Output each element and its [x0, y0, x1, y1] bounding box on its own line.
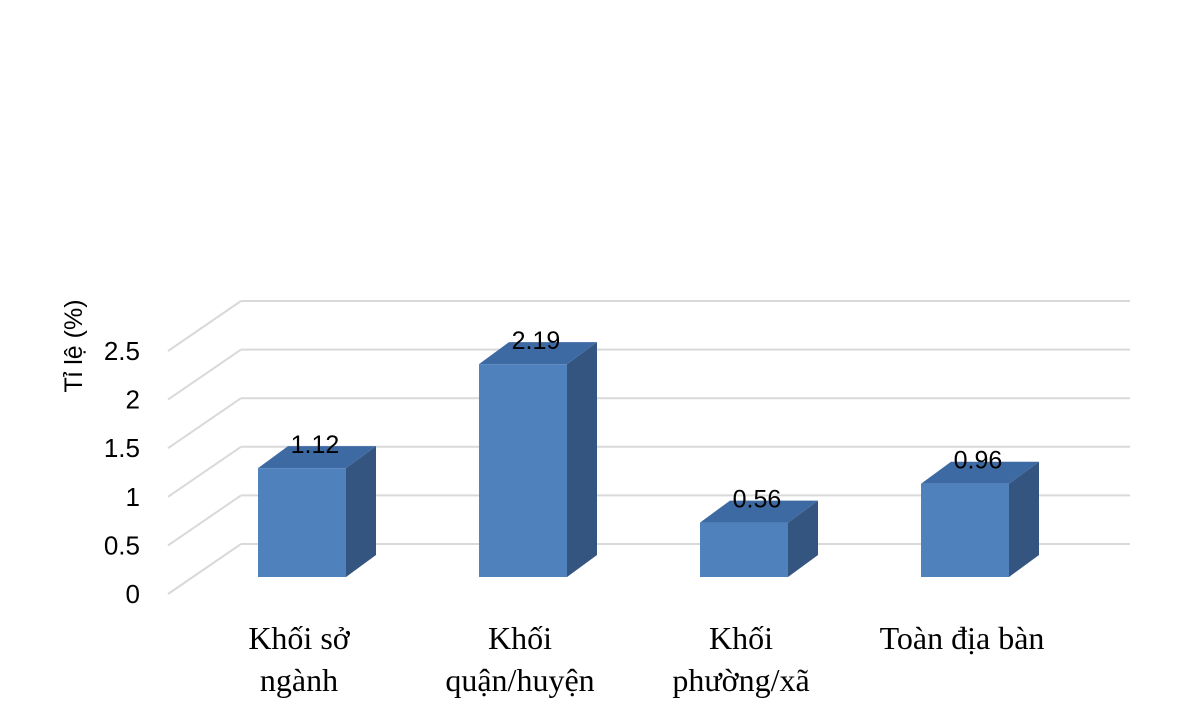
- y-tick-label: 2: [126, 385, 140, 415]
- bar-side: [1009, 461, 1039, 577]
- gridline-wall-2: [167, 445, 242, 498]
- y-tick-label: 0: [126, 579, 140, 609]
- data-label: 0.56: [733, 486, 782, 514]
- data-label: 2.19: [512, 327, 561, 355]
- bar-side: [346, 446, 376, 577]
- category-label: quận/huyện: [445, 662, 594, 698]
- gridline-wall-5: [167, 300, 242, 352]
- category-label: Toàn địa bàn: [880, 620, 1045, 656]
- bar-front: [258, 468, 346, 577]
- bar-front: [921, 483, 1009, 577]
- bar-top: [921, 461, 1039, 484]
- gridline-wall-3: [167, 397, 242, 450]
- bar-top: [700, 500, 818, 523]
- category-label: Khối: [709, 620, 773, 656]
- category-label: Khối: [488, 620, 552, 656]
- y-tick-label: 1.5: [104, 433, 140, 463]
- bars: [258, 342, 1039, 577]
- bar-top: [479, 342, 597, 365]
- gridline-wall-4: [167, 348, 242, 401]
- data-label: 1.12: [291, 431, 340, 459]
- bar-top: [258, 446, 376, 469]
- bar-front: [700, 522, 788, 577]
- bar-front: [479, 364, 567, 577]
- bar-3: [921, 461, 1039, 577]
- category-labels: Khối sở ngành Khối quận/huyện Khối phường/xã T…: [248, 620, 1044, 698]
- category-label: Khối sở: [248, 620, 350, 656]
- data-labels: 1.12 2.19 0.56 0.96: [291, 327, 1003, 513]
- bar-0: [258, 446, 376, 577]
- bar-side: [788, 500, 818, 577]
- bar-2: [700, 500, 818, 577]
- y-tick-labels: 0 0.5 1 1.5 2 2.5: [104, 336, 140, 609]
- category-label: phường/xã: [672, 662, 809, 698]
- bar-1: [479, 342, 597, 577]
- y-tick-label: 0.5: [104, 530, 140, 560]
- y-tick-label: 1: [126, 482, 140, 512]
- data-label: 0.96: [954, 447, 1003, 475]
- y-tick-label: 2.5: [104, 336, 140, 366]
- category-label: ngành: [260, 662, 338, 698]
- gridline-wall-0: [167, 543, 242, 595]
- gridline-wall-1: [167, 494, 242, 547]
- bar-side: [567, 342, 597, 577]
- y-axis-title: Tỉ lệ (%): [60, 299, 88, 392]
